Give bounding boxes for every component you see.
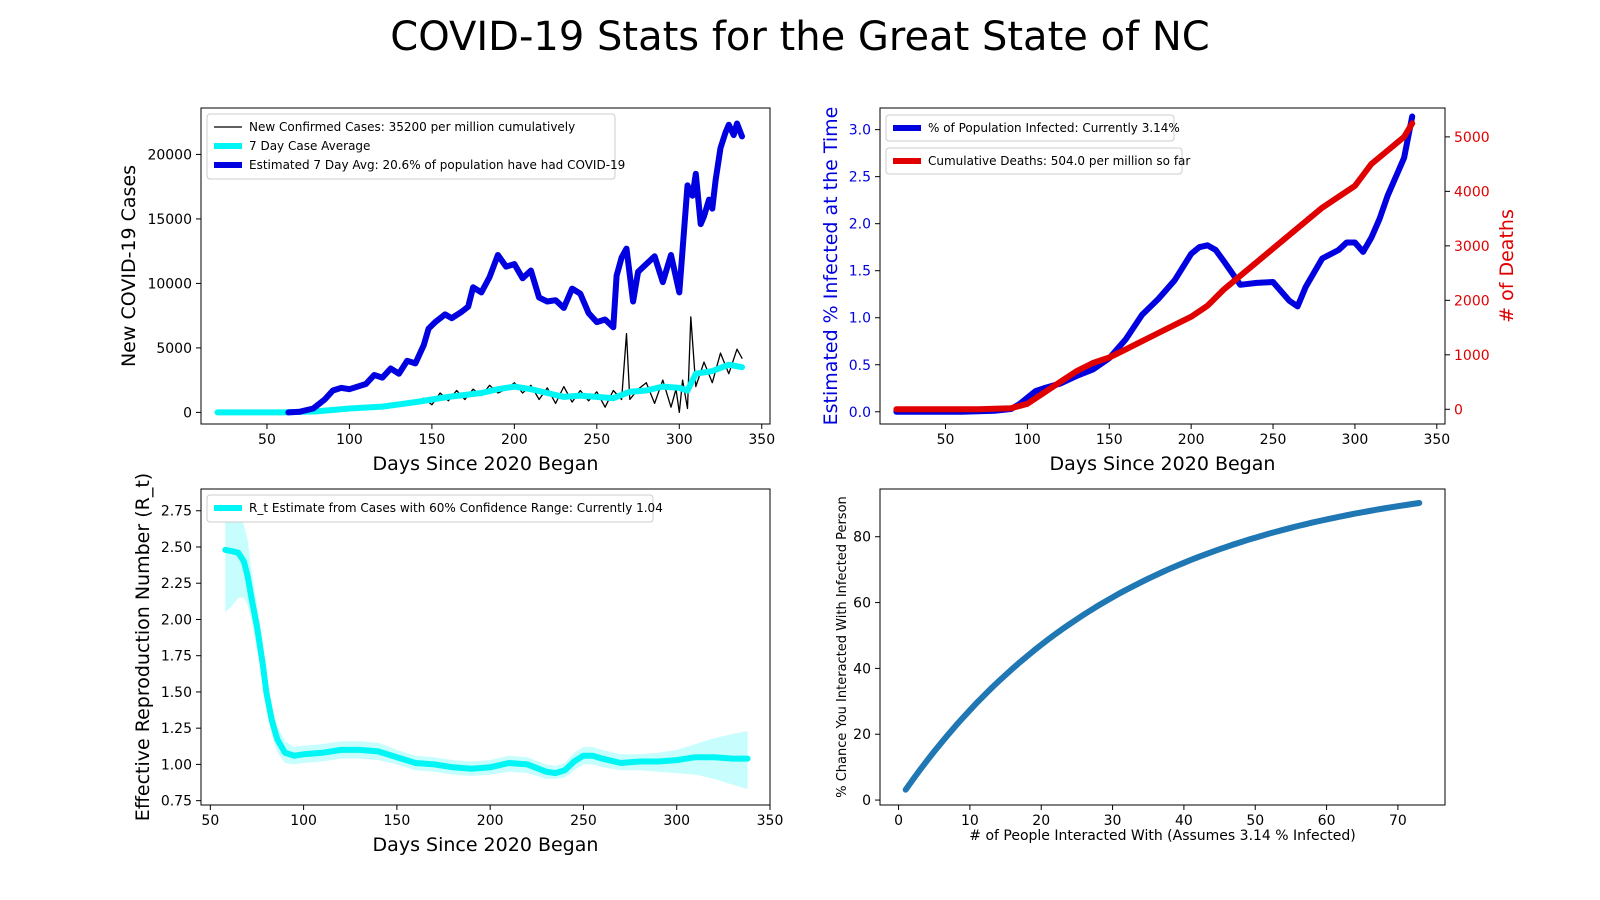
confidence-band — [225, 503, 748, 790]
cases-chart: 50 100 150 200 250 300 350 0 5000 10000 15000 20000… — [118, 107, 775, 475]
infected-deaths-chart: 50 100 150 200 250 300 350 0.0 0.5 1.0 1.5 2.0 2.5 3.… — [820, 107, 1518, 475]
estimated-avg-line — [285, 120, 745, 416]
plot-frame — [879, 107, 1446, 425]
x-axis-label: # of People Interacted With (Assumes 3.1… — [969, 828, 1355, 844]
y-tick-label: 1000 — [1454, 348, 1490, 364]
x-tick-label: 350 — [757, 813, 784, 829]
seven-day-average-line — [214, 361, 745, 416]
x-tick-label: 150 — [384, 813, 411, 829]
interaction-chart: 0 10 20 30 40 50 60 70 0 20 40 60 80 # of People Inte… — [835, 488, 1446, 844]
y-tick-label: 2.25 — [161, 576, 192, 592]
y-tick-label: 2.75 — [161, 504, 192, 520]
legend — [885, 147, 1183, 175]
y-tick-label: 60 — [853, 596, 871, 612]
x-tick-label: 50 — [937, 432, 955, 448]
x-tick-label: 20 — [1032, 813, 1050, 829]
legend — [206, 113, 616, 180]
legend-label: Cumulative Deaths: 504.0 per million so … — [928, 154, 1190, 168]
y-tick-label: 4000 — [1454, 184, 1490, 200]
x-tick-label: 100 — [1014, 432, 1041, 448]
y-tick-label: 0.0 — [849, 405, 871, 421]
y-tick-label: 0 — [1454, 402, 1463, 418]
y-tick-label: 10000 — [147, 276, 192, 292]
y-tick-label: 0 — [862, 793, 871, 809]
x-axis-label: Days Since 2020 Began — [1050, 453, 1276, 475]
x-tick-label: 250 — [583, 432, 610, 448]
y-tick-label: 2000 — [1454, 293, 1490, 309]
rt-chart: 50 100 150 200 250 300 350 0.75 1.00 1.25 1.50 1.75… — [132, 473, 783, 856]
rt-estimate-line — [222, 546, 751, 777]
cumulative-deaths-line — [893, 120, 1416, 413]
x-tick-label: 200 — [501, 432, 528, 448]
x-tick-label: 10 — [961, 813, 979, 829]
y-axis-label: Estimated % Infected at the Time — [820, 107, 842, 426]
plot-frame — [879, 488, 1446, 806]
y-tick-label: 2.50 — [161, 540, 192, 556]
x-tick-label: 300 — [666, 432, 693, 448]
x-tick-label: 100 — [336, 432, 363, 448]
x-tick-label: 50 — [258, 432, 276, 448]
x-tick-label: 150 — [419, 432, 446, 448]
y-tick-label: 1.00 — [161, 757, 192, 773]
legend-label: % of Population Infected: Currently 3.14… — [928, 121, 1180, 135]
x-tick-label: 200 — [1178, 432, 1205, 448]
y-tick-label: 20000 — [147, 147, 192, 163]
y-tick-label: 20 — [853, 727, 871, 743]
y-tick-label: 40 — [853, 661, 871, 677]
x-axis-label: Days Since 2020 Began — [373, 834, 599, 856]
percent-infected-line — [893, 113, 1416, 415]
plot-frame — [200, 107, 771, 425]
y-tick-label: 1.25 — [161, 721, 192, 737]
x-tick-label: 350 — [1423, 432, 1450, 448]
x-tick-label: 200 — [477, 813, 504, 829]
x-tick-label: 50 — [1246, 813, 1264, 829]
y-tick-label: 3000 — [1454, 239, 1490, 255]
plot-frame — [200, 488, 771, 806]
y-tick-label: 1.5 — [849, 264, 871, 280]
legend-label: 7 Day Case Average — [249, 139, 370, 153]
new-cases-line — [216, 316, 743, 414]
figure-suptitle: COVID-19 Stats for the Great State of NC — [390, 14, 1209, 60]
x-tick-label: 40 — [1175, 813, 1193, 829]
legend-label: R_t Estimate from Cases with 60% Confide… — [249, 501, 663, 515]
y-tick-label: 0.75 — [161, 794, 192, 810]
y-tick-label: 5000 — [156, 341, 192, 357]
x-tick-label: 350 — [748, 432, 775, 448]
y-tick-label: 2.0 — [849, 217, 871, 233]
y-tick-label: 5000 — [1454, 130, 1490, 146]
y-tick-label: 2.00 — [161, 612, 192, 628]
x-tick-label: 250 — [570, 813, 597, 829]
y-axis-label: % Chance You Interacted With Infected Pe… — [835, 496, 850, 798]
y-tick-label: 0.5 — [849, 358, 871, 374]
y-tick-label: 80 — [853, 530, 871, 546]
x-tick-label: 100 — [290, 813, 317, 829]
legend-label: Estimated 7 Day Avg: 20.6% of population… — [249, 158, 625, 172]
x-tick-label: 300 — [1342, 432, 1369, 448]
x-tick-label: 30 — [1104, 813, 1122, 829]
y-tick-label: 1.50 — [161, 685, 192, 701]
x-tick-label: 50 — [201, 813, 219, 829]
y-tick-label: 2.5 — [849, 170, 871, 186]
y-tick-label: 15000 — [147, 212, 192, 228]
x-tick-label: 150 — [1096, 432, 1123, 448]
y-tick-label: 1.75 — [161, 649, 192, 665]
x-tick-label: 70 — [1389, 813, 1407, 829]
y-axis-label: New COVID-19 Cases — [118, 165, 140, 367]
chance-curve-line — [902, 500, 1423, 793]
x-axis-label: Days Since 2020 Began — [373, 453, 599, 475]
y2-axis-label: # of Deaths — [1496, 209, 1518, 323]
y-axis-label: Effective Reproduction Number (R_t) — [132, 473, 154, 821]
x-tick-label: 60 — [1318, 813, 1336, 829]
y-tick-label: 1.0 — [849, 311, 871, 327]
x-tick-label: 300 — [663, 813, 690, 829]
y-tick-label: 3.0 — [849, 123, 871, 139]
legend — [885, 114, 1175, 142]
legend — [206, 494, 654, 523]
x-tick-label: 0 — [894, 813, 903, 829]
y-tick-label: 0 — [183, 405, 192, 421]
legend-label: New Confirmed Cases: 35200 per million c… — [249, 120, 575, 134]
x-tick-label: 250 — [1260, 432, 1287, 448]
